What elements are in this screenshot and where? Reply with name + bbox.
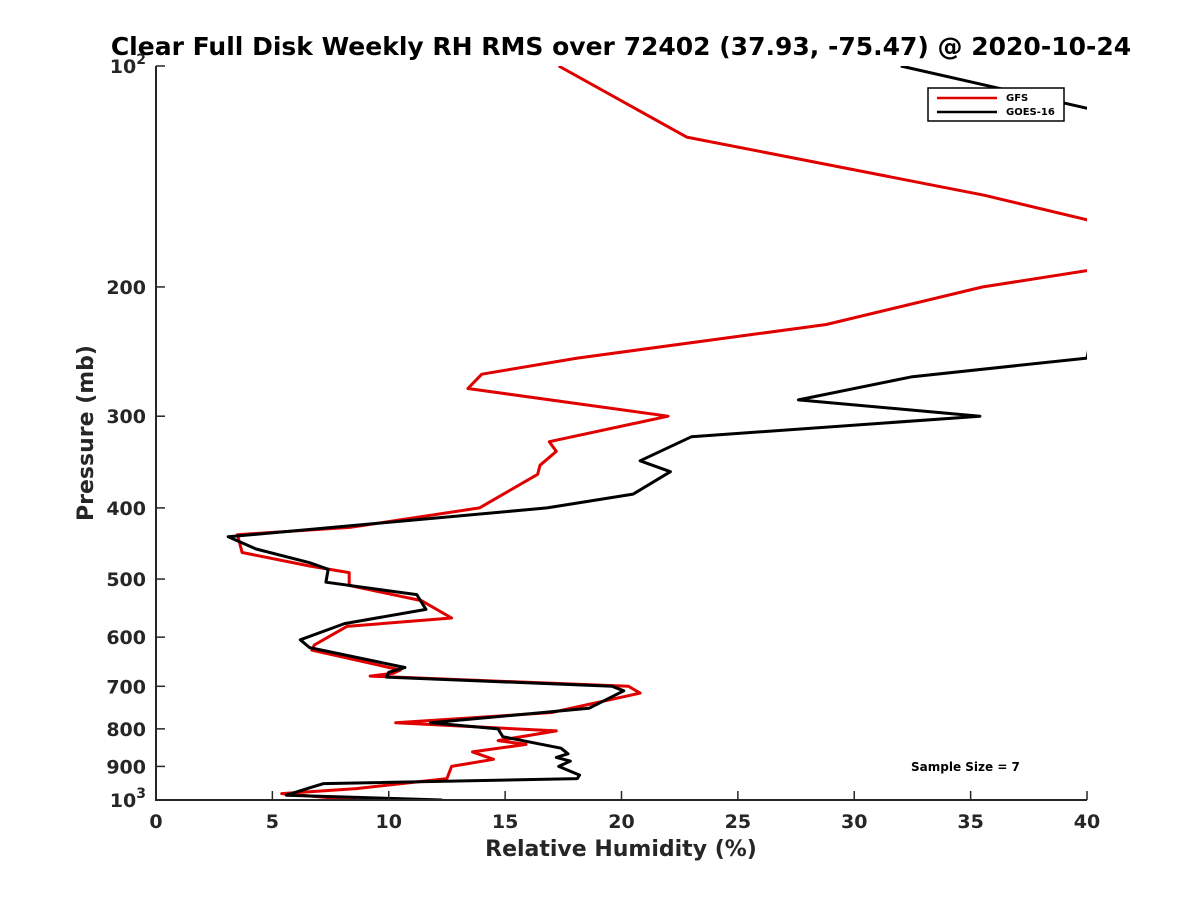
- x-axis-label: Relative Humidity (%): [485, 837, 757, 862]
- y-axis-label: Pressure (mb): [74, 345, 99, 521]
- y-tick-label: 500: [106, 569, 146, 591]
- series-layer: [226, 66, 1087, 801]
- y-tick-label: 900: [106, 756, 146, 778]
- y-tick-label: 400: [106, 498, 146, 520]
- x-tick-label: 15: [492, 811, 518, 833]
- x-tick-label: 0: [149, 811, 162, 833]
- y-tick-label: 102: [110, 52, 146, 78]
- x-tick-label: 40: [1074, 811, 1100, 833]
- x-tick-label: 5: [266, 811, 279, 833]
- y-tick-label: 600: [106, 627, 146, 649]
- x-tick-label: 25: [725, 811, 751, 833]
- legend-label-gfs: GFS: [1006, 93, 1028, 104]
- y-tick-label: 800: [106, 719, 146, 741]
- x-tick-label: 20: [608, 811, 634, 833]
- legend-box: [927, 87, 1065, 122]
- legend-label-goes-16: GOES-16: [1006, 107, 1055, 118]
- x-tick-label: 10: [376, 811, 402, 833]
- sample-size-annotation: Sample Size = 7: [911, 760, 1020, 774]
- legend: GFS GOES-16: [927, 87, 1065, 122]
- chart-title: Clear Full Disk Weekly RH RMS over 72402…: [111, 32, 1131, 61]
- y-tick-label: 103: [110, 786, 146, 812]
- y-tick-label: 300: [106, 406, 146, 428]
- y-tick-label: 700: [106, 676, 146, 698]
- x-tick-label: 35: [957, 811, 983, 833]
- x-tick-label: 30: [841, 811, 867, 833]
- x-ticks: 0 5 10 15 20 25 30 35 40: [149, 791, 1100, 833]
- y-tick-label: 200: [106, 277, 146, 299]
- y-ticks: 102 200 300 400 500 600 700 800 900 103: [106, 52, 165, 812]
- series-line-goes-16: [226, 66, 1087, 801]
